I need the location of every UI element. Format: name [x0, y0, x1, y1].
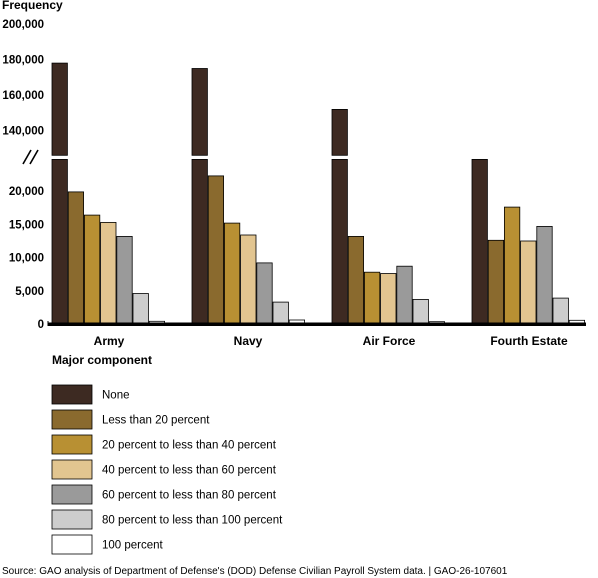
legend-label: 60 percent to less than 80 percent: [102, 490, 277, 502]
bar: [207, 175, 224, 325]
y-axis-ticks: 200,000 180,000 160,000 140,000 20,000 15,000…: [2, 19, 44, 331]
break-mark: [29, 149, 39, 165]
bar: [116, 235, 133, 325]
legend-swatch: [51, 459, 93, 480]
legend-label: Less than 20 percent: [102, 415, 210, 427]
bar: [380, 273, 397, 325]
bar: [84, 214, 101, 325]
y-tick-label: 0: [38, 319, 44, 331]
legend-label: 20 percent to less than 40 percent: [102, 440, 277, 452]
category-label: Army: [94, 334, 125, 348]
legend-swatch: [51, 409, 93, 430]
bar: [520, 240, 537, 325]
legend-label: 80 percent to less than 100 percent: [102, 515, 283, 527]
bar-segment-upper: [331, 109, 348, 156]
break-mark: [22, 149, 32, 165]
legend-label: 40 percent to less than 60 percent: [102, 465, 277, 477]
bar: [240, 234, 257, 325]
legend-swatch: [51, 434, 93, 455]
y-tick-label: 15,000: [9, 219, 44, 231]
bar: [132, 293, 149, 325]
bar: [256, 262, 273, 325]
y-tick-label: 160,000: [2, 90, 44, 102]
bar: [487, 239, 505, 325]
y-tick-label: 5,000: [15, 286, 44, 298]
bar: [51, 158, 68, 325]
bar: [347, 235, 365, 325]
legend-label: 100 percent: [102, 540, 164, 552]
bar: [503, 206, 521, 325]
bar: [536, 225, 553, 325]
y-tick-label: 180,000: [2, 55, 44, 67]
bar-segment-upper: [51, 62, 68, 156]
y-tick-label: 20,000: [9, 186, 44, 198]
category-labels: Army Navy Air Force Fourth Estate: [94, 334, 568, 348]
legend: None Less than 20 percent 20 percent to le…: [51, 384, 283, 555]
bar: [363, 271, 381, 325]
y-tick-label: 140,000: [2, 126, 44, 138]
legend-swatch: [51, 534, 93, 555]
bars: [51, 62, 586, 325]
legend-label: None: [102, 390, 130, 402]
legend-swatch: [51, 384, 93, 405]
bar: [331, 158, 348, 325]
bar: [223, 222, 241, 325]
bar-segment-upper: [191, 68, 208, 156]
category-label: Air Force: [363, 334, 416, 348]
category-label: Navy: [234, 334, 263, 348]
legend-swatch: [51, 509, 93, 530]
bar: [396, 265, 413, 325]
axis-break-marks: [22, 149, 39, 165]
x-axis-line: [48, 322, 586, 326]
bar: [412, 298, 429, 325]
legend-swatch: [51, 484, 93, 505]
bar: [272, 301, 289, 325]
bar: [67, 191, 84, 325]
x-axis-baseline: [47, 321, 586, 326]
category-label: Fourth Estate: [490, 334, 568, 348]
x-axis-label: Major component: [52, 353, 152, 367]
bar: [471, 158, 488, 325]
bar: [552, 297, 569, 325]
y-tick-label: 10,000: [9, 253, 44, 265]
source-note: Source: GAO analysis of Department of De…: [2, 566, 508, 577]
y-tick-label: 200,000: [2, 19, 44, 31]
bar: [191, 158, 208, 325]
bar: [100, 221, 117, 325]
y-axis-label: Frequency: [2, 0, 63, 12]
